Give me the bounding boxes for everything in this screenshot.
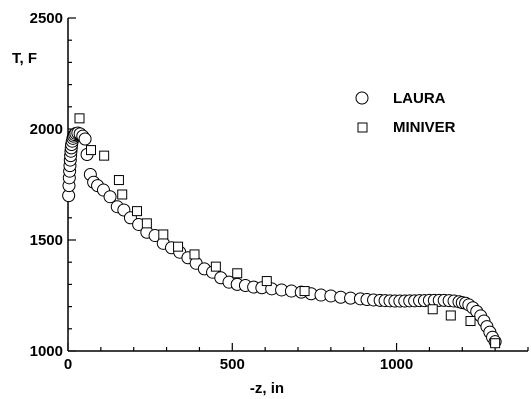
y-tick-label: 1000 [30,343,63,360]
data-point-miniver [490,338,501,349]
y-axis-title: T, F [12,50,37,67]
data-point-miniver [141,218,152,229]
data-point-miniver [427,304,438,315]
legend: LAURA MINIVER [355,90,456,136]
x-tick-label: 0 [64,356,72,373]
y-tick-label: 2500 [30,10,63,27]
data-point-miniver [117,189,128,200]
legend-marker-laura [355,91,369,105]
data-point-laura [78,132,92,146]
data-point-miniver [232,268,243,279]
data-point-miniver [99,150,110,161]
ticks: 0 500 1000 1000 1500 2000 2500 [30,10,529,373]
data-point-miniver [132,206,142,217]
data-point-laura [103,190,117,204]
y-tick-label: 2000 [30,121,63,138]
data-point-miniver [189,249,200,260]
data-point-miniver [74,113,85,124]
legend-marker-miniver [357,122,368,133]
y-tick-label: 1500 [30,232,63,249]
data-point-miniver [445,310,456,321]
data-point-miniver [299,286,310,297]
data-point-miniver [173,241,184,252]
data-point-miniver [210,261,221,272]
data-point-miniver [86,145,96,156]
data-point-miniver [465,316,476,327]
x-tick-label: 1000 [380,356,413,373]
data-point-miniver [113,175,124,186]
x-axis-title: -z, in [250,380,284,397]
data-points [62,113,502,349]
legend-label-miniver: MINIVER [393,119,456,136]
data-point-miniver [158,229,169,240]
data-point-miniver [261,276,272,287]
legend-label-laura: LAURA [393,90,446,107]
x-tick-label: 500 [220,356,245,373]
